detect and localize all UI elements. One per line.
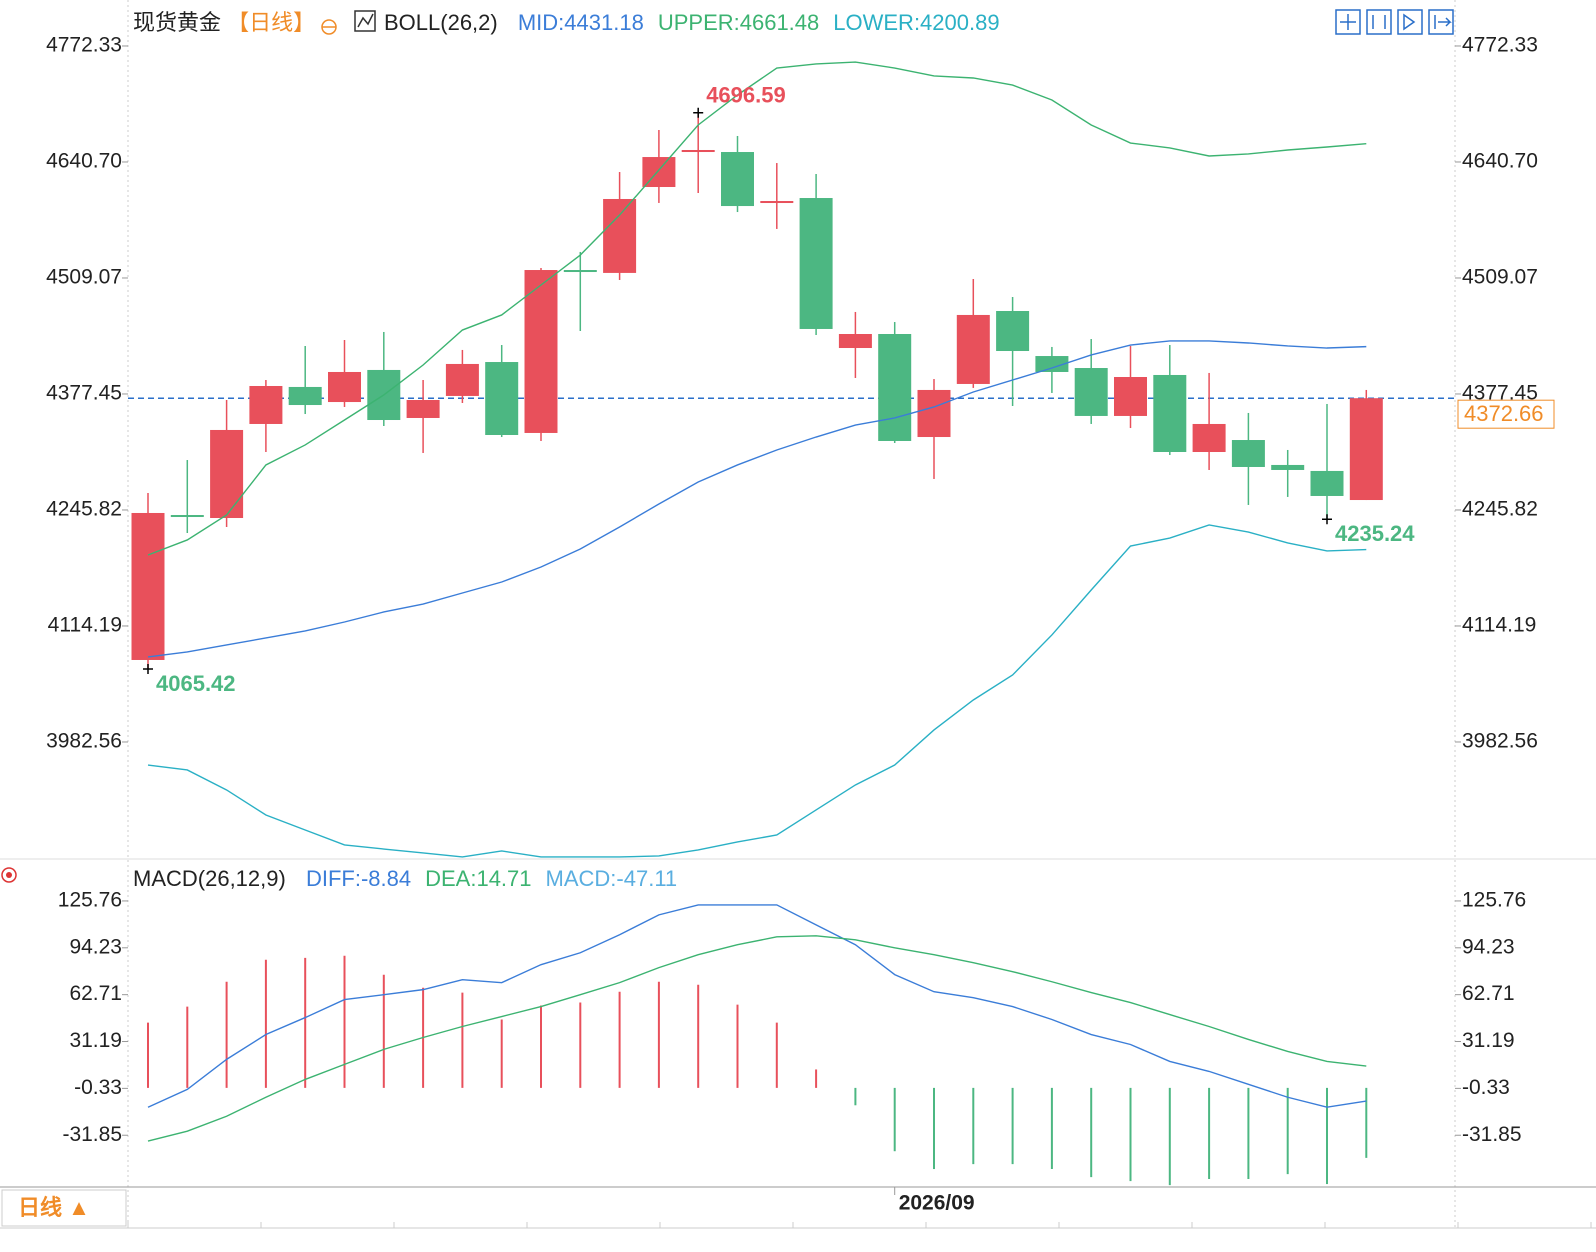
- y-tick-label: -31.85: [62, 1123, 122, 1146]
- last-price-label: 4372.66: [1464, 401, 1544, 426]
- boll-legend: BOLL(26,2) MID:4431.18 UPPER:4661.48 LOWER…: [384, 10, 1000, 35]
- legend-entry: MACD:-47.11: [546, 866, 678, 891]
- y-tick-label-right: 4772.33: [1462, 34, 1538, 57]
- period: 【日线】: [227, 10, 315, 35]
- candle-body: [1349, 398, 1383, 501]
- macd-legend: MACD(26,12,9) DIFF:-8.84 DEA:14.71 MACD:-4…: [133, 866, 677, 891]
- y-tick-label: 62.71: [69, 982, 122, 1005]
- y-tick-label: -0.33: [74, 1076, 122, 1099]
- candle-body: [838, 333, 872, 349]
- extreme-marker: [693, 107, 704, 118]
- candle-body: [131, 512, 165, 660]
- indicator-icon: [357, 13, 374, 28]
- candle-body: [603, 198, 637, 273]
- candle-body: [1074, 368, 1108, 416]
- indicator-icon[interactable]: [354, 10, 376, 32]
- candle-body: [288, 386, 322, 406]
- y-tick-label: 4640.70: [46, 150, 122, 173]
- candle-body: [210, 429, 244, 519]
- candle-body: [524, 270, 558, 433]
- y-tick-label-right: 94.23: [1462, 935, 1515, 958]
- candle-body: [170, 515, 204, 518]
- candle-body: [956, 314, 990, 384]
- y-tick-label-right: 4640.70: [1462, 150, 1538, 173]
- indicator-name: BOLL(26,2): [384, 10, 498, 35]
- candle-body: [1114, 377, 1147, 416]
- y-tick-label-right: 31.19: [1462, 1029, 1515, 1052]
- boll-line: [147, 524, 1367, 858]
- candle-body: [721, 152, 754, 207]
- y-tick-label-right: -31.85: [1462, 1123, 1522, 1146]
- candle-body: [681, 149, 715, 153]
- macd-icon[interactable]: [1, 867, 17, 883]
- candle-body: [563, 270, 597, 273]
- price-legend: 现货黄金 【日线】: [133, 10, 315, 35]
- candle-body: [406, 400, 440, 418]
- boll-line: [147, 61, 1367, 556]
- tool-button[interactable]: [1366, 9, 1392, 35]
- y-tick-label-right: 4245.82: [1462, 498, 1538, 521]
- y-tick-label: 4377.45: [46, 382, 122, 405]
- candle-body: [760, 201, 794, 204]
- extreme-label: 4696.59: [706, 83, 786, 108]
- candle-body: [1310, 470, 1344, 496]
- candle-body: [1153, 374, 1187, 453]
- y-tick-label: 4114.19: [48, 614, 122, 637]
- extreme-marker: [1322, 514, 1332, 525]
- tool-glyphs: [1340, 13, 1452, 31]
- toolbar: [1335, 9, 1454, 35]
- candle-body: [878, 333, 912, 441]
- candle-body: [996, 310, 1030, 352]
- y-tick-label-right: 125.76: [1462, 888, 1526, 911]
- legend-entry: DEA:14.71: [425, 866, 531, 891]
- tool-button[interactable]: [1397, 9, 1423, 35]
- y-tick-label: 31.19: [69, 1029, 122, 1052]
- y-tick-label: 4245.82: [46, 498, 122, 521]
- candle-body: [485, 362, 519, 435]
- last-price-box: [1457, 399, 1555, 429]
- macd-line: [147, 935, 1367, 1142]
- y-tick-label-right: 4509.07: [1462, 266, 1538, 289]
- extreme-label: 4065.42: [156, 671, 236, 696]
- y-tick-label: 4509.07: [46, 266, 122, 289]
- candle-body: [249, 385, 283, 424]
- candle-body: [1192, 423, 1226, 453]
- y-tick-label: 4772.33: [46, 34, 122, 57]
- boll-line: [147, 340, 1367, 658]
- tool-button[interactable]: [1335, 9, 1361, 35]
- y-tick-label: 125.76: [58, 888, 122, 911]
- extreme-marker: [143, 663, 153, 674]
- legend-entry: DIFF:-8.84: [306, 866, 411, 891]
- candle-body: [445, 363, 479, 396]
- y-tick-label-right: 62.71: [1462, 982, 1515, 1005]
- candle-body: [1231, 440, 1265, 467]
- macd-line: [147, 904, 1367, 1108]
- candle-body: [1271, 464, 1305, 470]
- title: 现货黄金: [133, 10, 221, 35]
- x-tick-label: 2026/09: [899, 1192, 975, 1215]
- y-tick-label: 94.23: [69, 935, 122, 958]
- y-tick-label-right: -0.33: [1462, 1076, 1510, 1099]
- candle-body: [1035, 356, 1069, 372]
- candle-body: [917, 389, 951, 438]
- tool-button[interactable]: [1428, 9, 1454, 35]
- extreme-label: 4235.24: [1335, 521, 1415, 546]
- y-tick-label-right: 3982.56: [1462, 730, 1538, 753]
- legend-entry: MID:4431.18: [518, 10, 644, 35]
- candle-body: [799, 198, 833, 329]
- y-tick-label-right: 4377.45: [1462, 382, 1538, 405]
- y-tick-label: 3982.56: [46, 730, 122, 753]
- macd-title: MACD(26,12,9): [133, 866, 286, 891]
- legend-entry: UPPER:4661.48: [658, 10, 819, 35]
- y-tick-label-right: 4114.19: [1462, 614, 1536, 637]
- period-button-label[interactable]: 日线 ▲: [18, 1195, 90, 1220]
- legend-entry: LOWER:4200.89: [833, 10, 999, 35]
- period-button[interactable]: [1, 1189, 127, 1227]
- macd-icon: [6, 872, 12, 878]
- candle-body: [328, 371, 361, 403]
